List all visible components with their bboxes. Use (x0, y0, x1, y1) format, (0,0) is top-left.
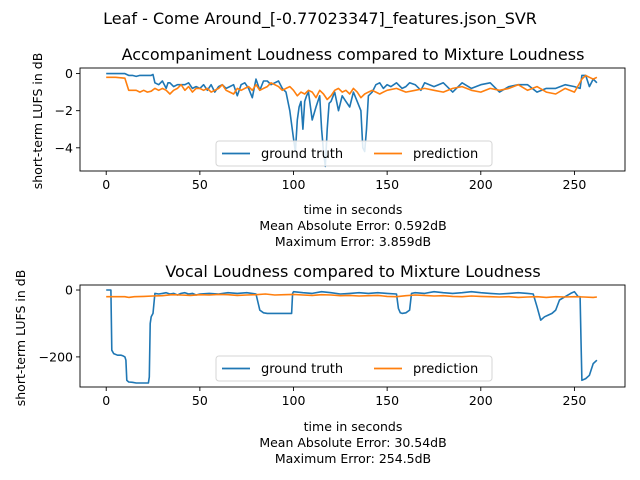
vocal-plot-area: 0 50 100 150 200 250 0 −200 ground truth predicti… (39, 283, 626, 408)
accompaniment-xtick-label: 0 (102, 177, 110, 192)
vocal-series-ground-truth-line (106, 289, 598, 384)
accompaniment-mae: Mean Absolute Error: 0.592dB (259, 218, 446, 233)
vocal-xtick-label: 100 (282, 393, 306, 408)
vocal-subplot: Vocal Loudness compared to Mixture Loudn… (13, 262, 626, 466)
accompaniment-series-prediction-line (106, 74, 598, 101)
accompaniment-subplot: Accompaniment Loudness compared to Mixtu… (30, 45, 626, 249)
vocal-xtick-label: 150 (375, 393, 399, 408)
accompaniment-axes-frame (79, 67, 626, 172)
vocal-legend-label-prediction: prediction (413, 362, 478, 377)
accompaniment-ylabel: short-term LUFS in dB (30, 53, 45, 190)
accompaniment-legend-label-prediction: prediction (413, 147, 478, 162)
accompaniment-legend-label-ground-truth: ground truth (261, 147, 343, 162)
vocal-mae: Mean Absolute Error: 30.54dB (259, 435, 446, 450)
vocal-ytick-label: 0 (65, 283, 73, 298)
accompaniment-ytick-label: −4 (55, 140, 73, 155)
vocal-legend-label-ground-truth: ground truth (261, 362, 343, 377)
vocal-max-error: Maximum Error: 254.5dB (275, 451, 431, 466)
vocal-xtick-label: 0 (102, 393, 110, 408)
vocal-title: Vocal Loudness compared to Mixture Loudn… (165, 262, 540, 281)
accompaniment-xtick-label: 50 (192, 177, 208, 192)
vocal-xtick-label: 50 (192, 393, 208, 408)
vocal-axes-frame (79, 284, 626, 388)
vocal-ytick-label: −200 (39, 349, 73, 364)
accompaniment-max-error: Maximum Error: 3.859dB (275, 234, 431, 249)
vocal-xtick-label: 200 (469, 393, 493, 408)
accompaniment-plot-area: 0 50 100 150 200 250 0 −2 −4 ground truth predicti… (55, 66, 626, 192)
vocal-series-prediction-line (106, 293, 597, 299)
vocal-xtick-label: 250 (563, 393, 587, 408)
accompaniment-xtick-label: 250 (563, 177, 587, 192)
accompaniment-xtick-label: 150 (375, 177, 399, 192)
accompaniment-legend: ground truth prediction (215, 140, 493, 167)
vocal-ylabel: short-term LUFS in dB (13, 270, 28, 407)
accompaniment-xtick-label: 200 (469, 177, 493, 192)
vocal-legend: ground truth prediction (215, 355, 493, 382)
accompaniment-xlabel: time in seconds (304, 202, 403, 217)
vocal-legend-box (215, 355, 493, 382)
vocal-xlabel: time in seconds (304, 419, 403, 434)
accompaniment-title: Accompaniment Loudness compared to Mixtu… (122, 45, 585, 64)
accompaniment-ytick-label: −2 (55, 103, 73, 118)
accompaniment-legend-box (215, 140, 493, 167)
accompaniment-ytick-label: 0 (65, 66, 73, 81)
accompaniment-xtick-label: 100 (282, 177, 306, 192)
figure-suptitle: Leaf - Come Around_[-0.77023347]_feature… (103, 9, 537, 29)
